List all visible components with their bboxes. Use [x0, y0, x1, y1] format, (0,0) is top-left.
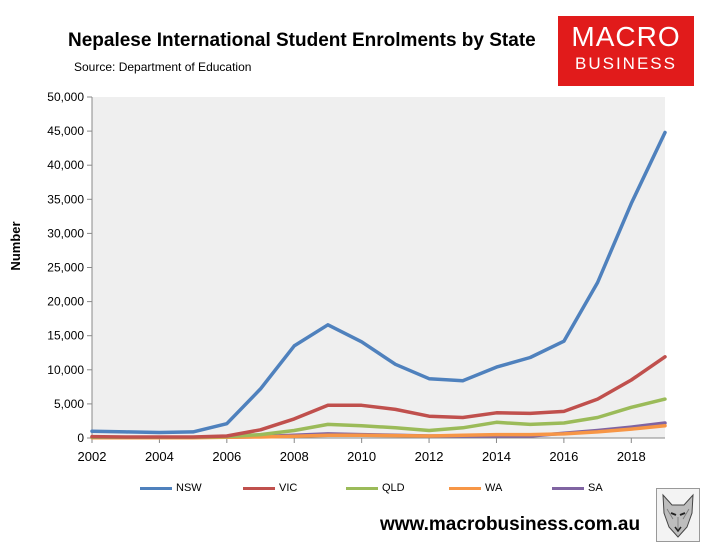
chart-title: Nepalese International Student Enrolment…: [68, 30, 536, 51]
legend-item-wa: WA: [449, 482, 502, 494]
x-tick-label: 2004: [145, 449, 174, 464]
logo-line-business: BUSINESS: [575, 54, 677, 73]
y-tick-label: 45,000: [47, 124, 84, 138]
y-tick-label: 50,000: [47, 90, 84, 104]
x-axis: 2002 2004 2006 2008 2010 2012 2014 2016 2018: [78, 437, 665, 464]
y-tick-label: 0: [77, 431, 84, 445]
series-line-vic: [90, 355, 667, 439]
legend-label: NSW: [176, 482, 202, 494]
x-tick-label: 2010: [347, 449, 376, 464]
y-tick-label: 20,000: [47, 295, 84, 309]
y-tick-label: 35,000: [47, 192, 84, 206]
y-tick-label: 10,000: [47, 363, 84, 377]
legend-label: QLD: [382, 482, 405, 494]
logo-line-macro: MACRO: [571, 21, 681, 52]
legend-item-nsw: NSW: [140, 482, 202, 494]
y-tick-label: 15,000: [47, 329, 84, 343]
x-tick-label: 2006: [212, 449, 241, 464]
plot-area: [92, 97, 665, 438]
series-lines: [90, 130, 667, 440]
series-line-nsw: [90, 130, 667, 435]
legend-swatch: [140, 486, 172, 490]
x-tick-label: 2014: [482, 449, 511, 464]
legend-label: VIC: [279, 482, 298, 494]
x-tick-label: 2002: [78, 449, 107, 464]
chart-legend: NSW VIC QLD WA SA: [140, 482, 660, 502]
legend-swatch: [346, 486, 378, 490]
y-tick-label: 40,000: [47, 158, 84, 172]
legend-swatch: [552, 486, 584, 490]
y-axis-label: Number: [8, 221, 23, 270]
x-tick-label: 2016: [549, 449, 578, 464]
legend-item-sa: SA: [552, 482, 603, 494]
legend-label: WA: [485, 482, 503, 494]
legend-swatch: [449, 486, 481, 490]
x-tick-label: 2012: [415, 449, 444, 464]
y-tick-label: 5,000: [54, 397, 84, 411]
y-tick-label: 25,000: [47, 261, 84, 275]
y-tick-label: 30,000: [47, 226, 84, 240]
chart-source: Source: Department of Education: [74, 60, 252, 74]
macrobusiness-logo: MACRO BUSINESS: [558, 16, 694, 86]
legend-swatch: [243, 486, 275, 490]
legend-item-vic: VIC: [243, 482, 297, 494]
y-axis: 0 5,000 10,000 15,000 20,000 25,000 30,000 35,0…: [47, 90, 93, 445]
x-tick-label: 2008: [280, 449, 309, 464]
legend-item-qld: QLD: [346, 482, 405, 494]
legend-label: SA: [588, 482, 603, 494]
wolf-logo: [656, 488, 700, 542]
website-url: www.macrobusiness.com.au: [380, 514, 641, 535]
x-tick-label: 2018: [617, 449, 646, 464]
